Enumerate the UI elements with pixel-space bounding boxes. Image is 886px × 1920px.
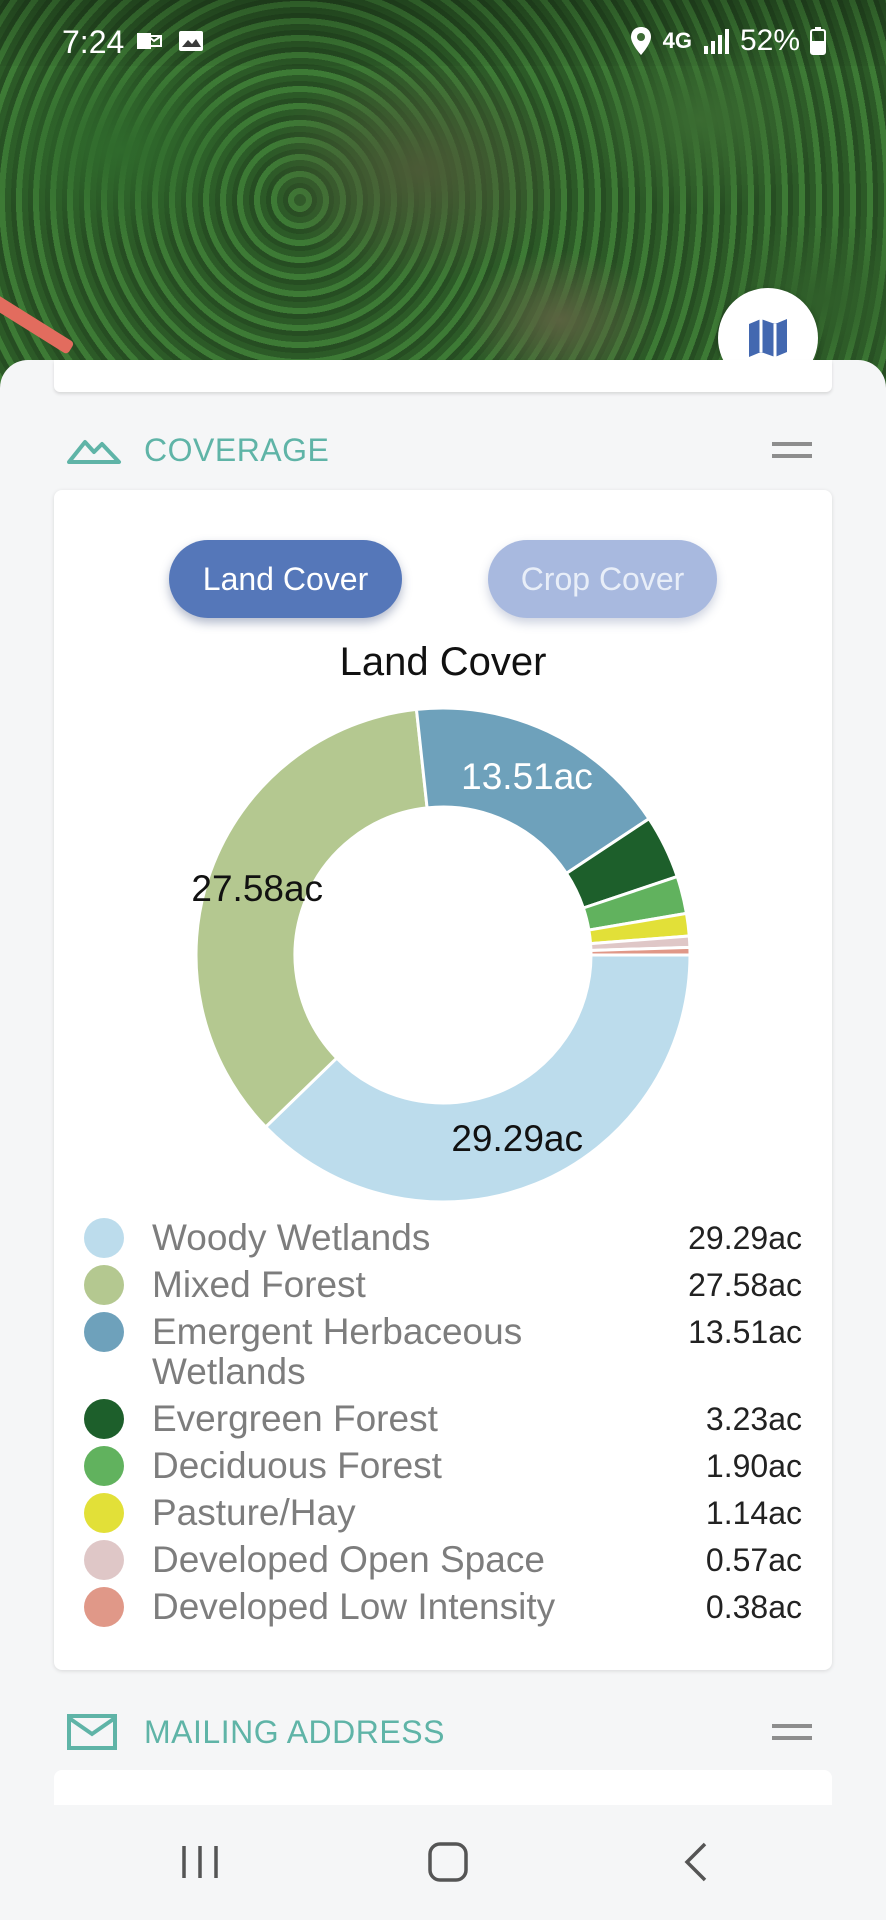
crop-cover-button[interactable]: Crop Cover <box>488 540 717 618</box>
legend-swatch <box>84 1540 124 1580</box>
battery-percent: 52% <box>739 24 800 57</box>
bottom-sheet: COVERAGE Land Cover Crop Cover Land Cove… <box>0 360 886 1810</box>
legend-label: Deciduous Forest <box>152 1445 442 1486</box>
legend-swatch <box>84 1493 124 1533</box>
legend-label: Pasture/Hay <box>152 1492 356 1533</box>
legend-swatch <box>84 1218 124 1258</box>
donut-slice-mixed-forest <box>194 707 429 1130</box>
map-icon <box>749 319 787 357</box>
donut-slice-developed-low-intensity <box>589 945 692 957</box>
drag-handle-icon[interactable] <box>772 442 812 458</box>
legend-item: Developed Low Intensity 0.38ac <box>84 1587 802 1627</box>
legend-label: Emergent Herbaceous Wetlands <box>152 1311 523 1392</box>
map-road-line <box>0 279 75 355</box>
legend-label: Developed Low Intensity <box>152 1586 556 1627</box>
legend-value: 3.23ac <box>705 1401 802 1437</box>
status-time: 7:24 <box>62 24 125 60</box>
outlook-notification-icon <box>137 33 162 49</box>
legend-item: Developed Open Space 0.57ac <box>84 1540 802 1580</box>
legend-swatch <box>84 1446 124 1486</box>
coverage-section-title: COVERAGE <box>144 431 330 468</box>
legend-item: Mixed Forest 27.58ac <box>84 1265 802 1305</box>
mailing-section-title: MAILING ADDRESS <box>144 1713 445 1750</box>
legend-label: Woody Wetlands <box>152 1217 431 1258</box>
legend-label: Mixed Forest <box>152 1264 366 1305</box>
legend-value: 0.57ac <box>705 1542 802 1578</box>
status-bar: 7:24 4G 52% <box>0 0 886 66</box>
donut-slice-woody-wetlands <box>263 953 692 1204</box>
legend-swatch <box>84 1587 124 1627</box>
legend-item: Evergreen Forest 3.23ac <box>84 1399 802 1439</box>
image-notification-icon <box>179 31 203 51</box>
signal-icon <box>703 29 729 54</box>
chart-title: Land Cover <box>339 640 547 684</box>
legend-swatch <box>84 1312 124 1352</box>
land-cover-donut-chart: 29.29ac 27.58ac 13.51ac <box>191 706 692 1204</box>
mailing-address-card <box>54 1770 832 1810</box>
network-type: 4G <box>662 28 692 53</box>
navigation-bar <box>0 1805 886 1920</box>
previous-card-edge <box>54 360 832 392</box>
mailing-section-header[interactable]: MAILING ADDRESS <box>0 1702 886 1762</box>
legend-value: 29.29ac <box>688 1220 802 1256</box>
legend-value: 27.58ac <box>688 1267 802 1303</box>
donut-label: 27.58ac <box>191 868 323 909</box>
legend-value: 13.51ac <box>688 1314 802 1350</box>
battery-icon <box>810 27 826 55</box>
home-button[interactable] <box>403 1827 493 1897</box>
legend-swatch <box>84 1399 124 1439</box>
recent-apps-icon <box>182 1846 218 1878</box>
legend-label: Evergreen Forest <box>152 1398 438 1439</box>
donut-slice-emergent-herbaceous-wetlands <box>414 706 652 876</box>
mail-icon <box>67 1714 117 1750</box>
mountain-icon <box>67 440 121 464</box>
coverage-card: Land Cover Crop Cover Land Cover 29.29ac… <box>54 490 832 1670</box>
legend-label: Developed Open Space <box>152 1539 545 1580</box>
drag-handle-icon[interactable] <box>772 1724 812 1740</box>
land-cover-button[interactable]: Land Cover <box>169 540 402 618</box>
home-icon <box>428 1842 468 1882</box>
legend-item: Woody Wetlands 29.29ac <box>84 1218 802 1258</box>
back-button[interactable] <box>651 1827 741 1897</box>
legend-value: 1.90ac <box>705 1448 802 1484</box>
legend-item: Deciduous Forest 1.90ac <box>84 1446 802 1486</box>
donut-label: 13.51ac <box>461 756 593 797</box>
chart-legend: Woody Wetlands 29.29ac Mixed Forest 27.58ac… <box>84 1218 802 1634</box>
coverage-section-header[interactable]: COVERAGE <box>0 420 886 480</box>
legend-item: Emergent Herbaceous Wetlands 13.51ac <box>84 1312 802 1392</box>
recent-apps-button[interactable] <box>155 1827 245 1897</box>
legend-value: 1.14ac <box>705 1495 802 1531</box>
location-icon <box>630 27 651 55</box>
satellite-map[interactable] <box>0 0 886 400</box>
legend-value: 0.38ac <box>705 1589 802 1625</box>
legend-item: Pasture/Hay 1.14ac <box>84 1493 802 1533</box>
legend-swatch <box>84 1265 124 1305</box>
donut-label: 29.29ac <box>451 1118 583 1159</box>
back-icon <box>684 1842 707 1882</box>
